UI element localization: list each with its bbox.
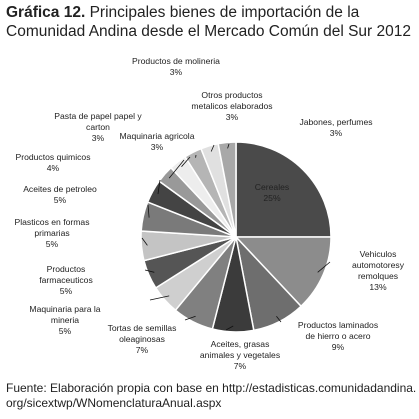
leader-line	[149, 295, 170, 301]
slice-name-label: mineria	[51, 315, 79, 325]
leader-line	[168, 159, 185, 179]
slice-label: Maquinaria agricola 3%	[120, 131, 195, 152]
slice-name-label: oleaginosas	[119, 334, 165, 344]
slice-label: Otros productos metalicos elaborados 3%	[191, 90, 272, 122]
slice-label: Plasticos en formas primarias 5%	[15, 217, 90, 249]
slice-name-label: Productos	[47, 264, 86, 274]
slice-value-label: 13%	[369, 282, 387, 292]
pie-slice	[234, 236, 332, 308]
slice-value-label: 3%	[170, 67, 183, 77]
slice-label: Vehiculos automotoresy remolques 13%	[352, 249, 405, 292]
leader-line	[141, 237, 148, 246]
slice-name-label: animales y vegetales	[200, 350, 280, 360]
chart-title: Gráfica 12. Principales bienes de import…	[6, 3, 416, 41]
slice-label: Aceites, grasas animales y vegetales 7%	[200, 339, 280, 371]
slice-label: Productos farmaceuticos 5%	[39, 264, 93, 296]
slice-name-label: carton	[86, 122, 110, 132]
slice-value-label: 3%	[92, 133, 105, 143]
slice-value-label: 3%	[151, 142, 164, 152]
slice-value-label: 4%	[47, 163, 60, 173]
slice-label: Productos laminados de hierro o acero 9%	[298, 320, 378, 352]
slice-name-label: Tortas de semillas	[108, 323, 177, 333]
leader-line	[276, 316, 282, 323]
slice-label: Pasta de papel papel y carton 3%	[54, 111, 142, 143]
slice-value-label: 5%	[54, 195, 67, 205]
slice-value-label: 3%	[226, 112, 239, 122]
slice-label: Cereales 25%	[255, 182, 289, 203]
slice-name-label: Plasticos en formas	[15, 217, 90, 227]
leader-lines	[141, 143, 331, 331]
slice-value-label: 5%	[60, 286, 73, 296]
leader-line	[184, 315, 196, 321]
slice-label: Jabones, perfumes 3%	[299, 117, 372, 138]
slice-name-label: de hierro o acero	[306, 331, 371, 341]
slice-name-label: remolques	[358, 271, 398, 281]
slice-name-label: farmaceuticos	[39, 275, 93, 285]
slice-label: Tortas de semillas oleaginosas 7%	[108, 323, 177, 355]
slice-name-label: Cereales	[255, 182, 289, 192]
slice-name-label: Aceites, grasas	[211, 339, 270, 349]
slice-value-label: 5%	[59, 326, 72, 336]
leader-line	[225, 325, 234, 331]
slice-value-label: 9%	[332, 342, 345, 352]
slice-value-label: 5%	[46, 239, 59, 249]
source-note: Fuente: Elaboración propia con base en h…	[6, 381, 418, 411]
slice-name-label: metalicos elaborados	[191, 101, 272, 111]
figure-number: Gráfica 12.	[6, 4, 86, 21]
slice-name-label: Productos de molineria	[132, 56, 220, 66]
slice-name-label: Aceites de petroleo	[23, 184, 97, 194]
pie-slice	[217, 141, 237, 238]
figure-title-text: Principales bienes de importación de la …	[6, 4, 411, 40]
slice-name-label: Productos quimicos	[16, 152, 91, 162]
leader-line	[210, 144, 215, 152]
slice-name-label: Pasta de papel papel y	[54, 111, 142, 121]
slice-label: Productos de molineria 3%	[132, 56, 220, 77]
slice-name-label: Vehiculos	[360, 249, 397, 259]
pie-slices	[140, 141, 332, 333]
leader-line	[144, 269, 155, 273]
slice-labels: Cereales 25% Vehiculos automotoresy remolque…	[15, 56, 405, 371]
slice-name-label: Maquinaria para la	[29, 304, 100, 314]
source-line-2: org/sicextwp/WNomenclaturaAnual.aspx	[6, 396, 222, 410]
leader-line	[147, 204, 150, 218]
slice-value-label: 25%	[263, 193, 281, 203]
slice-label: Productos quimicos 4%	[16, 152, 91, 173]
slice-name-label: Jabones, perfumes	[299, 117, 372, 127]
slice-value-label: 3%	[330, 128, 343, 138]
leader-line	[181, 156, 191, 167]
slice-name-label: automotoresy	[352, 260, 405, 270]
slice-name-label: Productos laminados	[298, 320, 378, 330]
slice-value-label: 7%	[234, 361, 247, 371]
slice-name-label: primarias	[34, 228, 69, 238]
slice-value-label: 7%	[136, 345, 149, 355]
source-line-1: Fuente: Elaboración propia con base en h…	[6, 381, 417, 395]
leader-line	[157, 179, 161, 195]
slice-label: Aceites de petroleo 5%	[23, 184, 97, 205]
leader-line	[227, 143, 230, 149]
slice-name-label: Otros productos	[201, 90, 262, 100]
pie-slice	[235, 141, 332, 238]
leader-line	[317, 261, 331, 273]
slice-name-label: Maquinaria agricola	[120, 131, 195, 141]
slice-label: Maquinaria para la mineria 5%	[29, 304, 100, 336]
